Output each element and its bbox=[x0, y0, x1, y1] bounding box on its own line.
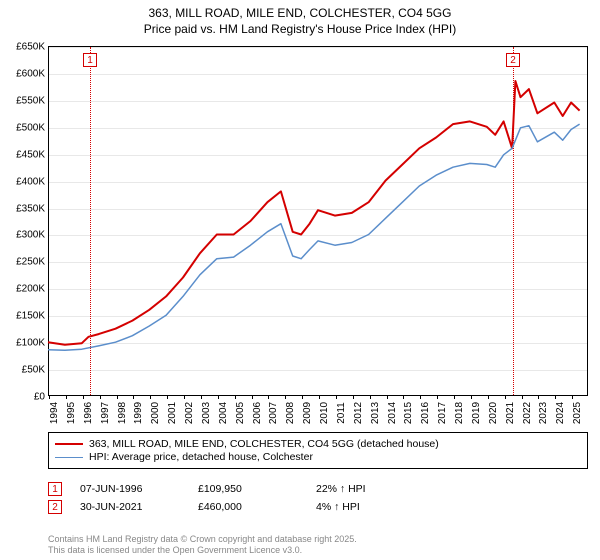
line-series-svg bbox=[48, 46, 588, 396]
transaction-price: £460,000 bbox=[198, 501, 298, 513]
y-axis-label: £650K bbox=[16, 42, 45, 53]
y-axis-label: £100K bbox=[16, 338, 45, 349]
x-axis-label: 2013 bbox=[370, 402, 381, 424]
x-axis-label: 2010 bbox=[319, 402, 330, 424]
x-axis-label: 2020 bbox=[488, 402, 499, 424]
attribution: Contains HM Land Registry data © Crown c… bbox=[48, 534, 357, 556]
transaction-badge: 1 bbox=[48, 482, 62, 496]
x-axis-label: 2019 bbox=[471, 402, 482, 424]
transaction-row: 1 07-JUN-1996 £109,950 22% ↑ HPI bbox=[48, 482, 588, 496]
x-axis-label: 2022 bbox=[522, 402, 533, 424]
chart-container: 363, MILL ROAD, MILE END, COLCHESTER, CO… bbox=[0, 0, 600, 560]
attribution-line2: This data is licensed under the Open Gov… bbox=[48, 545, 357, 556]
title-subtitle: Price paid vs. HM Land Registry's House … bbox=[0, 22, 600, 38]
x-axis-label: 2023 bbox=[538, 402, 549, 424]
series-price_paid bbox=[48, 81, 580, 345]
legend-label: HPI: Average price, detached house, Colc… bbox=[89, 451, 313, 463]
chart-title: 363, MILL ROAD, MILE END, COLCHESTER, CO… bbox=[0, 0, 600, 37]
transaction-row: 2 30-JUN-2021 £460,000 4% ↑ HPI bbox=[48, 500, 588, 514]
x-axis-label: 2009 bbox=[302, 402, 313, 424]
y-axis-label: £450K bbox=[16, 149, 45, 160]
x-axis-label: 2002 bbox=[184, 402, 195, 424]
series-hpi bbox=[48, 124, 580, 350]
plot-area: £0£50K£100K£150K£200K£250K£300K£350K£400… bbox=[48, 46, 588, 396]
transaction-price: £109,950 bbox=[198, 483, 298, 495]
legend: 363, MILL ROAD, MILE END, COLCHESTER, CO… bbox=[48, 432, 588, 469]
x-axis-label: 2006 bbox=[252, 402, 263, 424]
transaction-date: 30-JUN-2021 bbox=[80, 501, 180, 513]
legend-swatch bbox=[55, 443, 83, 445]
legend-swatch bbox=[55, 457, 83, 458]
y-axis-label: £0 bbox=[34, 392, 45, 403]
x-axis-label: 2018 bbox=[454, 402, 465, 424]
x-axis-label: 2012 bbox=[353, 402, 364, 424]
y-axis-label: £350K bbox=[16, 203, 45, 214]
x-axis-label: 2015 bbox=[403, 402, 414, 424]
x-axis-label: 2011 bbox=[336, 402, 347, 424]
y-axis-label: £500K bbox=[16, 122, 45, 133]
y-axis-label: £250K bbox=[16, 257, 45, 268]
x-axis-label: 2016 bbox=[420, 402, 431, 424]
x-axis-label: 2005 bbox=[235, 402, 246, 424]
attribution-line1: Contains HM Land Registry data © Crown c… bbox=[48, 534, 357, 545]
x-axis-label: 1994 bbox=[49, 402, 60, 424]
x-axis-label: 2004 bbox=[218, 402, 229, 424]
x-axis-label: 2014 bbox=[387, 402, 398, 424]
y-axis-label: £200K bbox=[16, 284, 45, 295]
x-axis-label: 2025 bbox=[572, 402, 583, 424]
transaction-delta: 22% ↑ HPI bbox=[316, 483, 416, 495]
legend-item: 363, MILL ROAD, MILE END, COLCHESTER, CO… bbox=[55, 438, 581, 450]
x-axis-label: 2017 bbox=[437, 402, 448, 424]
x-axis-label: 2001 bbox=[167, 402, 178, 424]
y-axis-label: £150K bbox=[16, 311, 45, 322]
x-axis-label: 1996 bbox=[83, 402, 94, 424]
x-axis-label: 1999 bbox=[133, 402, 144, 424]
y-axis-label: £300K bbox=[16, 230, 45, 241]
y-axis-label: £550K bbox=[16, 95, 45, 106]
x-axis-label: 2007 bbox=[268, 402, 279, 424]
transaction-table: 1 07-JUN-1996 £109,950 22% ↑ HPI 2 30-JUN-202… bbox=[48, 478, 588, 518]
y-axis-label: £400K bbox=[16, 176, 45, 187]
transaction-badge: 2 bbox=[48, 500, 62, 514]
y-axis-label: £50K bbox=[22, 365, 45, 376]
x-axis-label: 1997 bbox=[100, 402, 111, 424]
x-axis-label: 1998 bbox=[117, 402, 128, 424]
transaction-delta: 4% ↑ HPI bbox=[316, 501, 416, 513]
x-axis-label: 2008 bbox=[285, 402, 296, 424]
x-axis-label: 2000 bbox=[150, 402, 161, 424]
x-axis-label: 2021 bbox=[505, 402, 516, 424]
x-axis-label: 1995 bbox=[66, 402, 77, 424]
title-address: 363, MILL ROAD, MILE END, COLCHESTER, CO… bbox=[0, 6, 600, 22]
legend-label: 363, MILL ROAD, MILE END, COLCHESTER, CO… bbox=[89, 438, 439, 450]
legend-item: HPI: Average price, detached house, Colc… bbox=[55, 451, 581, 463]
x-axis-label: 2024 bbox=[555, 402, 566, 424]
x-axis-label: 2003 bbox=[201, 402, 212, 424]
y-axis-label: £600K bbox=[16, 68, 45, 79]
transaction-date: 07-JUN-1996 bbox=[80, 483, 180, 495]
